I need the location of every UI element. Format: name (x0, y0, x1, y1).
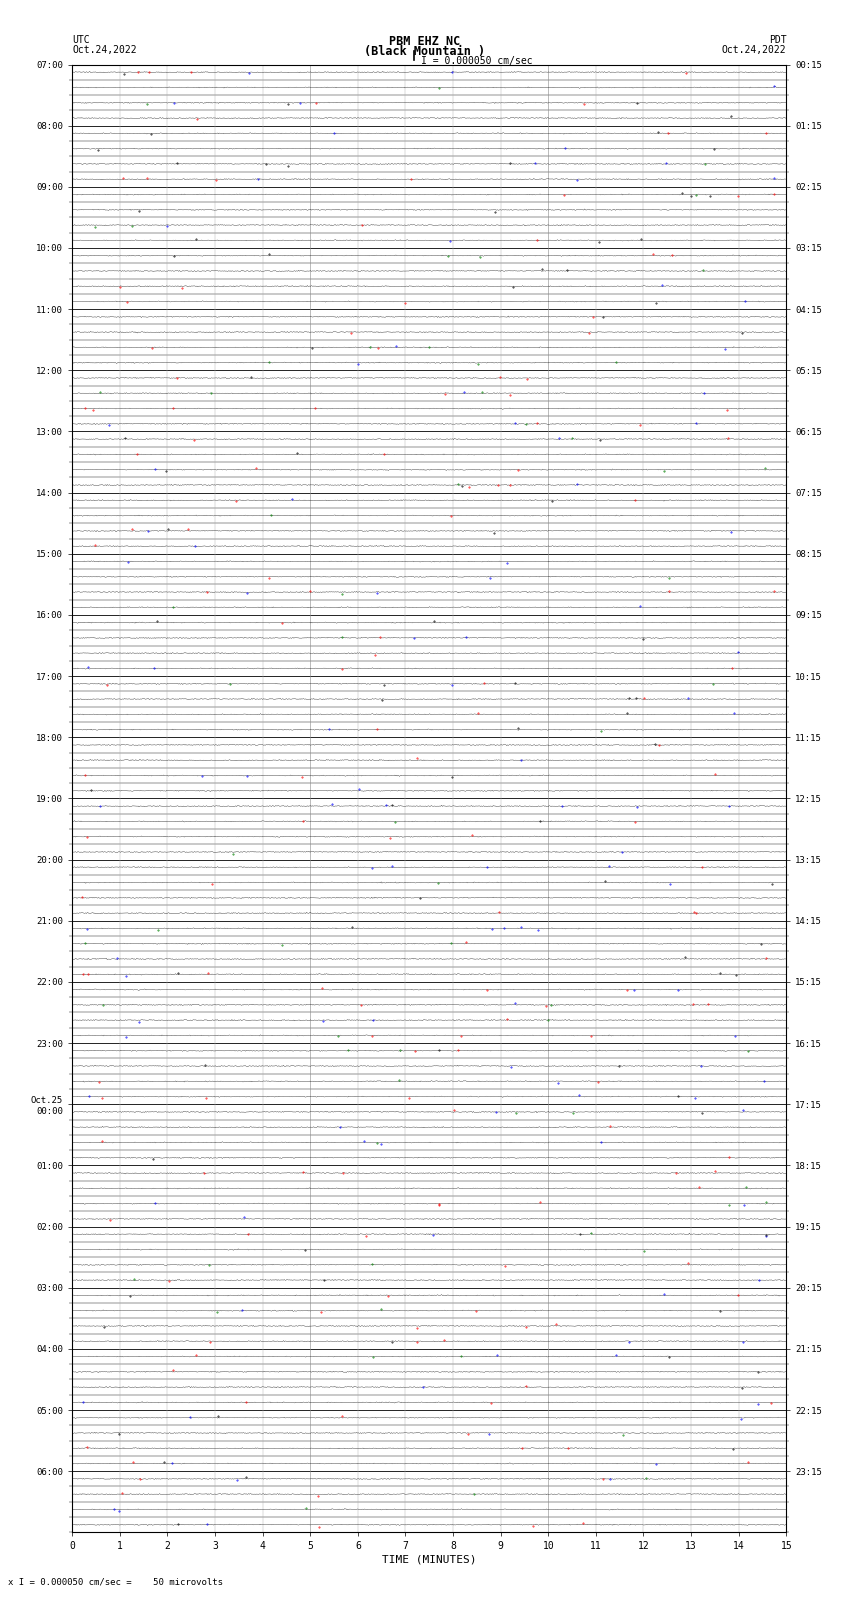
Text: x I = 0.000050 cm/sec =    50 microvolts: x I = 0.000050 cm/sec = 50 microvolts (8, 1578, 224, 1587)
Text: (Black Mountain ): (Black Mountain ) (365, 45, 485, 58)
Text: I = 0.000050 cm/sec: I = 0.000050 cm/sec (421, 56, 532, 66)
Text: Oct.24,2022: Oct.24,2022 (722, 45, 786, 55)
Text: Oct.24,2022: Oct.24,2022 (72, 45, 137, 55)
Text: UTC: UTC (72, 35, 90, 45)
Text: PDT: PDT (768, 35, 786, 45)
Text: PBM EHZ NC: PBM EHZ NC (389, 35, 461, 48)
X-axis label: TIME (MINUTES): TIME (MINUTES) (382, 1555, 477, 1565)
